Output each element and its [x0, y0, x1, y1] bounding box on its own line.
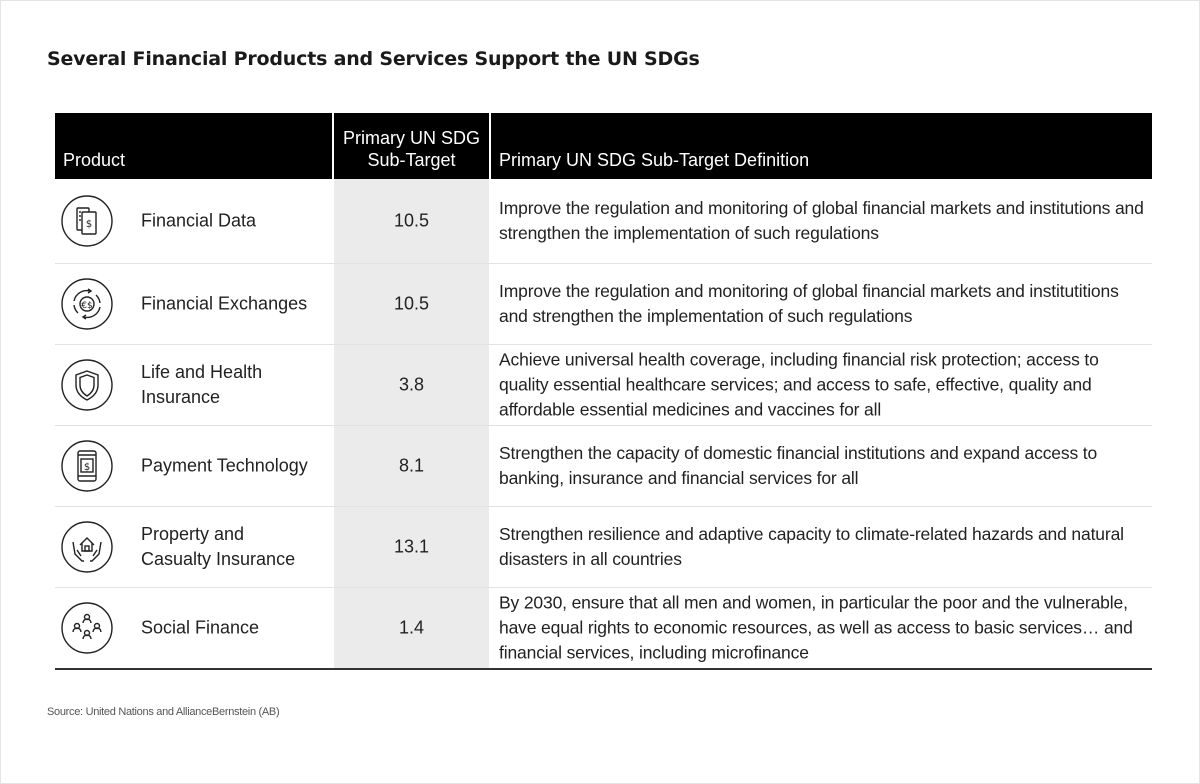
sub-target: 10.5 — [393, 293, 430, 313]
header-definition: Primary UN SDG Sub-Target Definition — [491, 113, 1152, 179]
header-target-line2: Sub-Target — [367, 150, 456, 170]
sub-target-definition: Strengthen resilience and adaptive capac… — [499, 523, 1124, 569]
table-row: $ Payment Technology 8.1 Strengthen the … — [55, 425, 1152, 506]
table-row: $ Financial Data 10.5 Improve the regula… — [55, 179, 1152, 263]
header-definition-label: Primary UN SDG Sub-Target Definition — [499, 150, 810, 170]
financial-exchanges-icon: €$ — [60, 277, 114, 331]
product-name: Life and Health Insurance — [141, 361, 263, 407]
target-cell-bg — [334, 264, 489, 344]
svg-text:$: $ — [86, 219, 92, 230]
sub-target: 8.1 — [398, 455, 425, 475]
table-row: Life and Health Insurance 3.8 Achieve un… — [55, 344, 1152, 425]
target-cell-bg — [334, 345, 489, 425]
product-name: Social Finance — [141, 617, 260, 637]
header-product: Product — [55, 113, 332, 179]
target-cell-bg — [334, 179, 489, 263]
product-name: Financial Data — [141, 210, 257, 231]
header-target: Primary UN SDG Sub-Target — [334, 113, 489, 179]
svg-text:$: $ — [84, 462, 90, 473]
header-target-line1: Primary UN SDG — [342, 128, 480, 148]
shield-icon — [60, 358, 114, 412]
sub-target-definition: By 2030, ensure that all men and women, … — [499, 592, 1133, 662]
table-row: Property and Casualty Insurance 13.1 Str… — [55, 506, 1152, 587]
table-row: Social Finance 1.4 By 2030, ensure that … — [55, 587, 1152, 668]
target-cell-bg — [334, 426, 489, 506]
table-header: Product Primary UN SDG Sub-Target Primary… — [55, 113, 1152, 179]
sub-target-definition: Achieve universal health coverage, inclu… — [499, 349, 1099, 419]
sdg-table: Product Primary UN SDG Sub-Target Primary… — [55, 113, 1152, 670]
source-note: Source: United Nations and AllianceBerns… — [47, 706, 280, 718]
financial-data-icon: $ — [60, 194, 114, 248]
table-bottom-rule — [55, 668, 1152, 670]
sub-target-definition: Improve the regulation and monitoring of… — [499, 280, 1119, 326]
header-target-label: Primary UN SDG Sub-Target — [334, 127, 489, 171]
product-name: Payment Technology — [141, 455, 308, 475]
table-body: $ Financial Data 10.5 Improve the regula… — [55, 179, 1152, 670]
mobile-payment-icon: $ — [60, 439, 114, 493]
svg-text:€$: €$ — [81, 301, 92, 311]
sub-target-definition: Strengthen the capacity of domestic fina… — [499, 442, 1098, 488]
product-name: Financial Exchanges — [141, 293, 308, 313]
page-title: Several Financial Products and Services … — [47, 48, 700, 70]
sub-target: 10.5 — [393, 210, 430, 231]
table-row: €$ Financial Exchanges 10.5 Improve the … — [55, 263, 1152, 344]
sub-target: 1.4 — [398, 617, 425, 637]
target-cell-bg — [334, 507, 489, 587]
sub-target: 13.1 — [393, 536, 430, 556]
house-in-hands-icon — [60, 520, 114, 574]
target-cell-bg — [334, 588, 489, 668]
sub-target-definition: Improve the regulation and monitoring of… — [499, 198, 1144, 243]
header-product-label: Product — [63, 150, 126, 170]
sub-target: 3.8 — [398, 374, 425, 394]
product-name: Property and Casualty Insurance — [141, 523, 296, 569]
community-icon — [60, 601, 114, 655]
